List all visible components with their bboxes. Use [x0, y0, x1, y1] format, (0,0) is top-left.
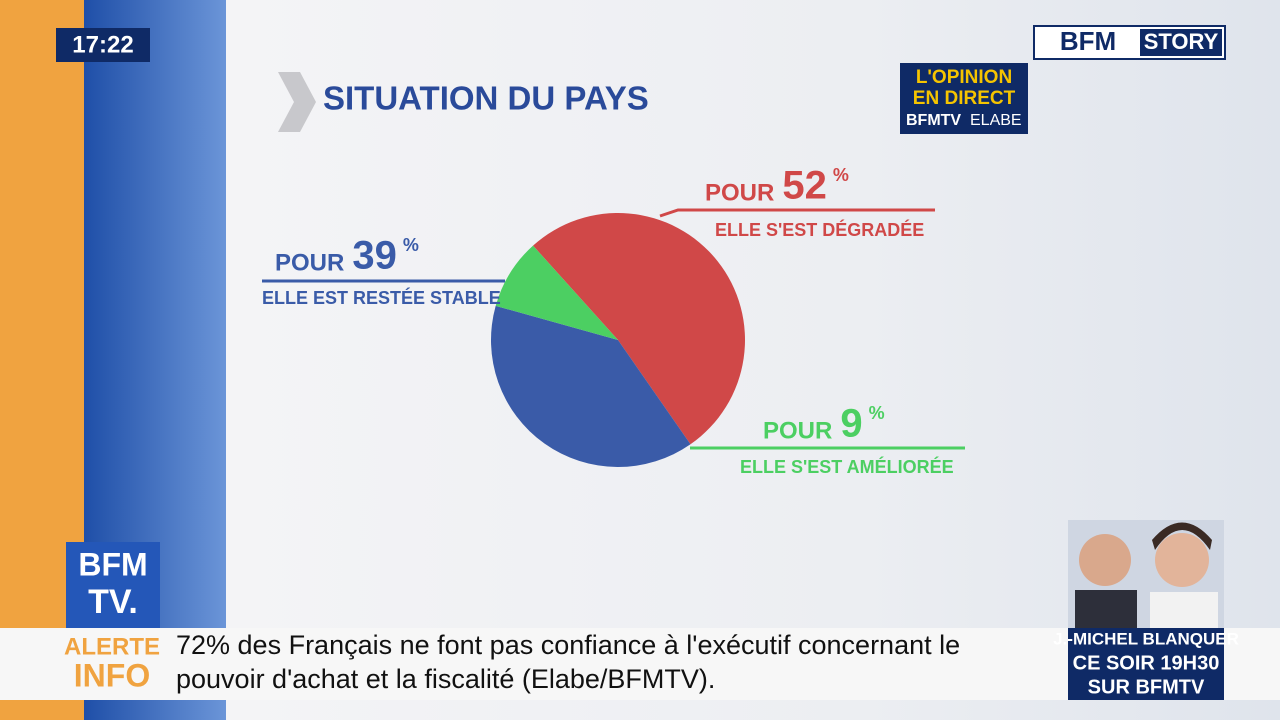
value-unit: % — [403, 235, 419, 255]
badge-line: ELABE — [970, 112, 1022, 129]
category-label: ELLE S'EST DÉGRADÉE — [715, 219, 924, 240]
clock-box — [56, 28, 150, 62]
category-label: ELLE EST RESTÉE STABLE — [262, 287, 501, 308]
value-unit: % — [833, 165, 849, 185]
pie-slice — [495, 245, 618, 340]
channel-logo-left: BFM — [1060, 26, 1116, 56]
value-label: 9 — [840, 402, 862, 446]
value-label: 39 — [352, 234, 397, 278]
label-prefix: POUR — [275, 249, 344, 276]
pie-slice — [490, 305, 691, 468]
person-body — [1150, 592, 1218, 628]
value-unit: % — [869, 403, 885, 423]
badge-line: L'OPINION — [916, 67, 1012, 88]
title-chevron — [278, 72, 316, 132]
label-line — [659, 208, 935, 218]
promo-text: CE SOIR 19H30 — [1073, 652, 1220, 674]
ticker-tag: INFO — [74, 657, 150, 693]
person-head — [1079, 534, 1131, 586]
person-hair — [1152, 522, 1212, 550]
person-body — [1075, 590, 1137, 628]
value-label: 52 — [782, 164, 827, 208]
promo-text: J.-MICHEL BLANQUER — [1053, 629, 1239, 648]
badge-line: EN DIRECT — [913, 88, 1016, 109]
person-head — [1155, 533, 1209, 587]
promo-box — [1068, 628, 1224, 700]
ticker-text: 72% des Français ne font pas confiance à… — [176, 630, 960, 660]
badge-line: BFMTV — [906, 112, 961, 129]
ticker-text: pouvoir d'achat et la fiscalité (Elabe/B… — [176, 664, 715, 694]
ticker-tag: ALERTE — [64, 633, 160, 660]
category-label: ELLE S'EST AMÉLIORÉE — [740, 456, 954, 477]
label-prefix: POUR — [705, 179, 774, 206]
corner-logo: BFM — [78, 546, 147, 582]
channel-logo-right: STORY — [1144, 29, 1219, 54]
corner-logo: TV. — [88, 583, 138, 621]
pie — [490, 213, 745, 468]
badge-box — [900, 63, 1028, 134]
clock: 17:22 — [72, 31, 133, 58]
ticker-band — [0, 628, 1280, 700]
label-prefix: POUR — [763, 417, 832, 444]
promo-text: SUR BFMTV — [1088, 676, 1205, 698]
pie-slice — [533, 213, 745, 445]
chart-title: SITUATION DU PAYS — [323, 80, 649, 117]
corner-logo-box — [66, 542, 160, 628]
channel-logo-right-box — [1140, 29, 1222, 56]
